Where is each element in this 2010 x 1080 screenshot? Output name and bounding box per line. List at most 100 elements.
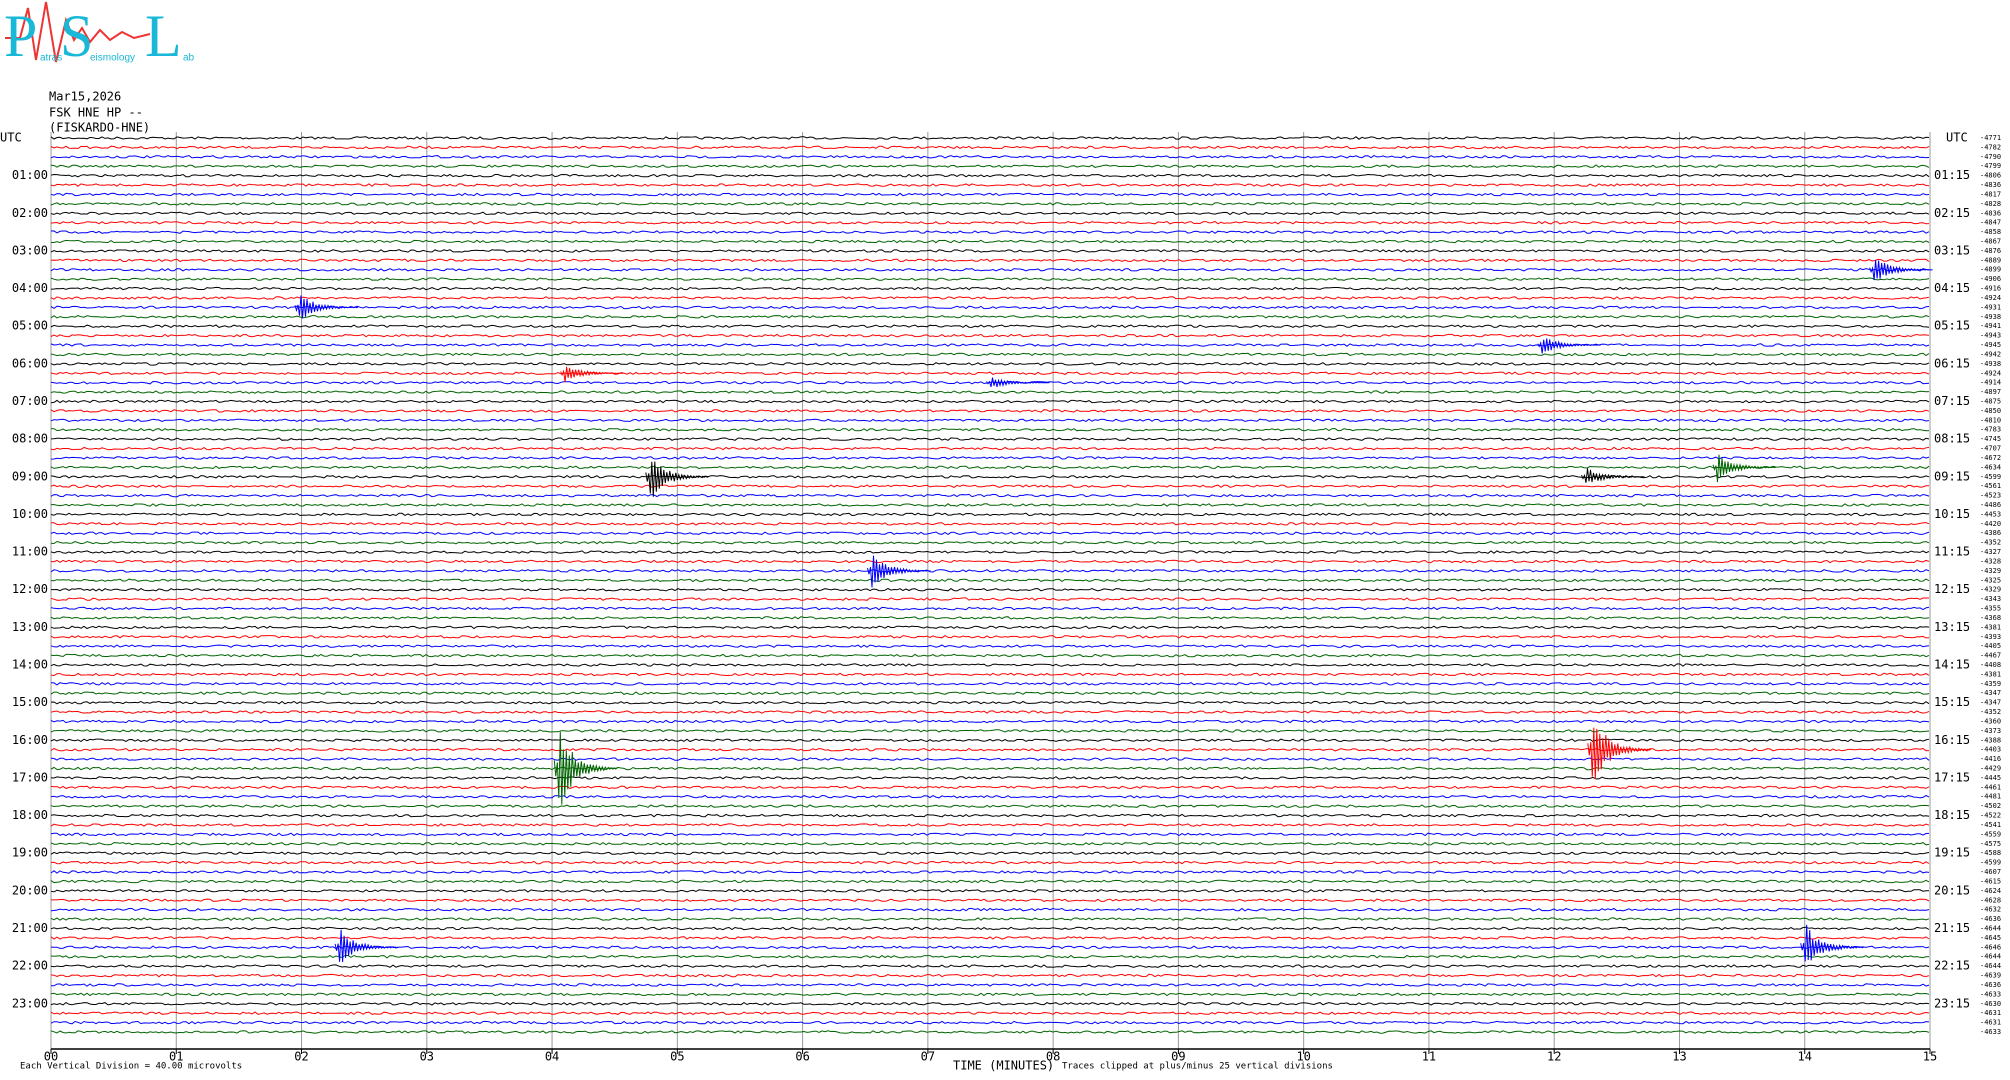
date: Mar15,2026: [49, 90, 121, 104]
event: [986, 377, 1050, 388]
offset-label: -4347: [1980, 699, 2001, 707]
offset-label: -4945: [1980, 341, 2001, 349]
trace: [50, 277, 1930, 281]
hour-label: 23:15: [1934, 996, 1970, 1010]
offset-label: -4628: [1980, 896, 2001, 904]
hour-label: 17:00: [12, 770, 48, 784]
x-tick-label: 14: [1798, 1050, 1812, 1064]
x-tick-label: 10: [1296, 1050, 1310, 1064]
event: [553, 731, 618, 805]
trace: [50, 268, 1930, 272]
trace: [50, 663, 1929, 667]
trace: [50, 776, 1930, 780]
offset-label: -4329: [1980, 567, 2001, 575]
offset-label: -4405: [1980, 642, 2001, 650]
trace: [50, 954, 1930, 959]
trace: [50, 503, 1930, 507]
trace: [50, 804, 1930, 808]
trace: [50, 616, 1930, 620]
trace: [50, 813, 1930, 818]
trace: [50, 456, 1930, 460]
offset-label: -4403: [1980, 746, 2001, 754]
offset-label: -4817: [1980, 190, 2001, 198]
hour-label: 02:00: [12, 206, 48, 220]
offset-label: -4541: [1980, 821, 2001, 829]
hour-label: 13:00: [12, 620, 48, 634]
trace: [50, 597, 1929, 601]
x-tick-label: 01: [169, 1050, 183, 1064]
offset-label: -4467: [1980, 652, 2001, 660]
trace: [50, 136, 1930, 140]
offset-label: -4502: [1980, 802, 2001, 810]
trace: [50, 540, 1930, 545]
offset-label: -4416: [1980, 755, 2001, 763]
logo-word: eismology: [90, 53, 135, 64]
hour-label: 13:15: [1934, 620, 1970, 634]
trace: [50, 879, 1930, 884]
trace: [50, 446, 1930, 451]
hour-label: 01:00: [12, 168, 48, 182]
trace: [50, 1020, 1930, 1025]
offset-label: -4386: [1980, 529, 2001, 537]
logo-letter: L: [145, 3, 182, 69]
trace: [50, 230, 1930, 234]
offset-label: -4644: [1980, 953, 2001, 961]
trace: [51, 898, 1930, 902]
offset-label: -4836: [1980, 209, 2001, 217]
offset-label: -4486: [1980, 501, 2001, 509]
offset-label: -4745: [1980, 435, 2001, 443]
trace: [51, 522, 1930, 526]
hour-label: UTC: [1946, 131, 1968, 145]
offset-label: -4461: [1980, 783, 2001, 791]
offset-label: -4327: [1980, 548, 2001, 556]
trace: [50, 973, 1930, 978]
trace: [50, 484, 1929, 488]
x-tick-label: 15: [1923, 1050, 1937, 1064]
trace: [50, 362, 1930, 366]
logo-word: atras: [40, 53, 62, 64]
trace: [50, 352, 1930, 357]
trace: [50, 569, 1930, 573]
trace: [50, 757, 1930, 761]
trace: [50, 889, 1930, 893]
offset-label: -4636: [1980, 981, 2001, 989]
offset-label: -4632: [1980, 906, 2001, 914]
hour-label: 03:15: [1934, 243, 1970, 257]
trace: [50, 691, 1930, 696]
offset-label: -4897: [1980, 388, 2001, 396]
trace: [50, 512, 1930, 517]
trace: [50, 155, 1930, 159]
clip-note: Traces clipped at plus/minus 25 vertical…: [1062, 1062, 1333, 1072]
offset-label: -4631: [1980, 1019, 2001, 1027]
trace: [50, 192, 1930, 197]
offset-label: -4381: [1980, 623, 2001, 631]
trace: [50, 183, 1930, 187]
trace: [50, 550, 1930, 554]
trace: [50, 983, 1930, 987]
event: [560, 366, 624, 383]
trace: [50, 164, 1930, 169]
offset-label: -4645: [1980, 934, 2001, 942]
trace: [50, 465, 1930, 470]
x-tick-label: 08: [1046, 1050, 1060, 1064]
logo-wave: [5, 1, 151, 63]
trace: [50, 220, 1930, 225]
hour-label: 17:15: [1934, 770, 1970, 784]
trace: [50, 936, 1930, 940]
x-tick-label: 11: [1422, 1050, 1436, 1064]
offset-label: -4343: [1980, 595, 2001, 603]
offset-label: -4559: [1980, 830, 2001, 838]
offset-label: -4420: [1980, 520, 2001, 528]
x-tick-label: 13: [1672, 1050, 1686, 1064]
x-tick-label: 05: [670, 1050, 684, 1064]
offset-label: -4782: [1980, 143, 2001, 151]
trace: [50, 173, 1930, 178]
offset-label: -4899: [1980, 266, 2001, 274]
station-name: (FISKARDO-HNE): [49, 121, 150, 135]
offset-label: -4599: [1980, 859, 2001, 867]
trace: [50, 296, 1930, 300]
hour-label: 19:15: [1934, 846, 1970, 860]
offset-label: -4847: [1980, 219, 2001, 227]
offset-label: -4615: [1980, 877, 2001, 885]
x-tick-label: 00: [44, 1050, 58, 1064]
